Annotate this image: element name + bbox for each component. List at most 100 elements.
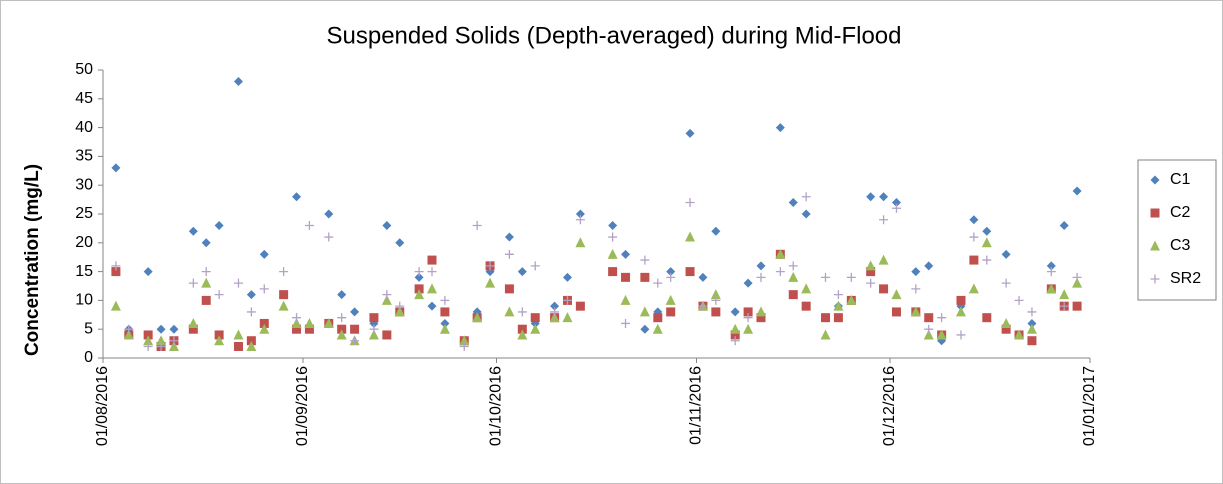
x-tick-label: 01/01/2017 bbox=[1081, 366, 1098, 446]
point bbox=[911, 284, 921, 294]
point bbox=[292, 313, 302, 323]
point bbox=[936, 329, 947, 340]
point bbox=[1046, 283, 1057, 294]
point bbox=[685, 267, 695, 277]
point bbox=[259, 323, 270, 334]
point bbox=[801, 192, 811, 202]
point bbox=[743, 307, 753, 317]
point bbox=[188, 317, 199, 328]
point bbox=[607, 248, 618, 259]
point bbox=[246, 336, 256, 346]
point bbox=[730, 330, 740, 340]
point bbox=[685, 128, 695, 138]
point bbox=[756, 306, 766, 317]
point bbox=[820, 329, 831, 340]
point bbox=[711, 226, 721, 236]
point bbox=[891, 307, 901, 317]
point bbox=[1026, 323, 1037, 334]
point bbox=[530, 323, 541, 334]
point bbox=[201, 277, 212, 288]
point bbox=[924, 313, 934, 323]
point bbox=[879, 284, 889, 294]
point bbox=[666, 307, 676, 317]
point bbox=[608, 267, 618, 277]
point bbox=[621, 318, 631, 328]
point bbox=[214, 330, 224, 340]
point bbox=[982, 255, 992, 265]
point bbox=[562, 272, 572, 282]
point bbox=[550, 307, 560, 317]
point bbox=[924, 261, 934, 271]
point bbox=[1001, 278, 1011, 288]
point bbox=[788, 271, 799, 282]
point bbox=[833, 313, 843, 323]
y-tick-label: 35 bbox=[75, 148, 93, 165]
point bbox=[517, 267, 527, 277]
point bbox=[382, 330, 392, 340]
point bbox=[608, 221, 618, 231]
point bbox=[427, 255, 437, 265]
point bbox=[910, 306, 921, 317]
point bbox=[652, 323, 663, 334]
legend-marker bbox=[1150, 240, 1160, 251]
point bbox=[891, 289, 902, 300]
point bbox=[878, 254, 889, 265]
point bbox=[743, 278, 753, 288]
point bbox=[459, 341, 469, 351]
x-tick-label: 01/11/2016 bbox=[688, 366, 705, 445]
point bbox=[350, 324, 360, 334]
point bbox=[1001, 249, 1011, 259]
point bbox=[982, 313, 992, 323]
point bbox=[1027, 318, 1037, 328]
point bbox=[821, 272, 831, 282]
point bbox=[440, 307, 450, 317]
point bbox=[278, 300, 289, 311]
point bbox=[324, 232, 334, 242]
point bbox=[1059, 221, 1069, 231]
point bbox=[1027, 336, 1037, 346]
point bbox=[459, 335, 470, 346]
point bbox=[801, 283, 812, 294]
point bbox=[440, 295, 450, 305]
point bbox=[891, 203, 901, 213]
point bbox=[775, 123, 785, 133]
point bbox=[201, 267, 211, 277]
point bbox=[143, 267, 153, 277]
y-tick-label: 45 bbox=[75, 90, 93, 107]
point bbox=[472, 221, 482, 231]
point bbox=[698, 301, 708, 311]
point bbox=[504, 249, 514, 259]
point bbox=[1072, 277, 1083, 288]
point bbox=[698, 272, 708, 282]
point bbox=[485, 261, 495, 271]
point bbox=[640, 272, 650, 282]
point bbox=[801, 209, 811, 219]
legend-label: C3 bbox=[1170, 237, 1191, 254]
point bbox=[665, 294, 676, 305]
y-tick-label: 30 bbox=[75, 176, 93, 193]
point bbox=[1059, 301, 1069, 311]
point bbox=[1001, 317, 1012, 328]
point bbox=[846, 294, 857, 305]
point bbox=[833, 290, 843, 300]
point bbox=[350, 336, 360, 346]
y-tick-label: 50 bbox=[75, 61, 93, 78]
point bbox=[188, 226, 198, 236]
point bbox=[833, 300, 844, 311]
point bbox=[1027, 307, 1037, 317]
point bbox=[730, 323, 741, 334]
point bbox=[866, 267, 876, 277]
point bbox=[169, 324, 179, 334]
point bbox=[1059, 289, 1070, 300]
point bbox=[969, 215, 979, 225]
point bbox=[1046, 261, 1056, 271]
point bbox=[685, 231, 696, 242]
point bbox=[743, 323, 754, 334]
point bbox=[188, 324, 198, 334]
point bbox=[111, 267, 121, 277]
point bbox=[504, 232, 514, 242]
point bbox=[369, 313, 379, 323]
point bbox=[1014, 295, 1024, 305]
legend-label: C1 bbox=[1170, 171, 1191, 188]
